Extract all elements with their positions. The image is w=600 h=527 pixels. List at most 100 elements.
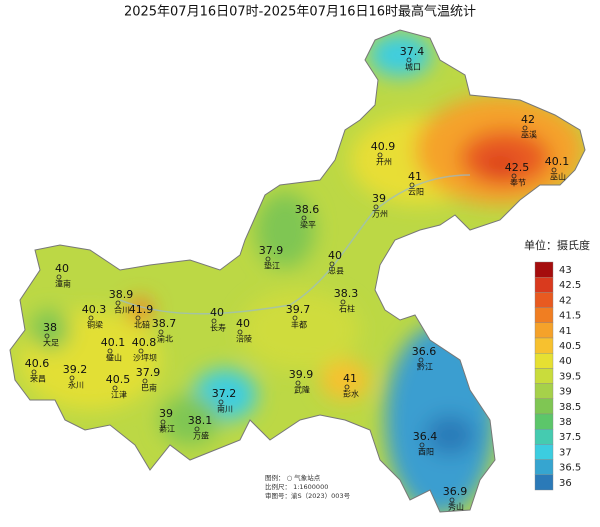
legend-label: 38 xyxy=(559,417,572,428)
station-value: 36.9 xyxy=(443,485,468,498)
station-dot xyxy=(160,419,166,425)
station-name: 云阳 xyxy=(408,188,424,197)
legend-label: 37 xyxy=(559,447,572,458)
station-dot xyxy=(449,497,455,503)
legend-swatch xyxy=(534,444,554,460)
legend-swatch xyxy=(534,292,554,308)
station-dot xyxy=(237,329,243,335)
station-value: 40.6 xyxy=(25,357,50,370)
note: 审图号：渝S（2023）003号 xyxy=(265,491,351,500)
river xyxy=(119,174,471,315)
station-value: 38.9 xyxy=(109,288,134,301)
station-dot xyxy=(522,125,528,131)
station-value: 37.4 xyxy=(400,45,425,58)
station-name: 丰都 xyxy=(291,320,307,330)
station-value: 40 xyxy=(55,262,69,275)
station-name: 开州 xyxy=(376,158,392,167)
note: 图例： ○ 气象站点 xyxy=(265,473,321,482)
legend-label: 42 xyxy=(559,295,572,306)
legend-label: 43 xyxy=(559,265,572,276)
station-name: 黔江 xyxy=(417,362,433,372)
station-dot xyxy=(31,369,37,375)
station-name: 垫江 xyxy=(264,261,280,271)
legend-swatch xyxy=(534,383,554,400)
title: 2025年07月16日07时-2025年07月16日16时最高气温统计 xyxy=(124,4,476,20)
station-name: 璧山 xyxy=(106,353,122,363)
station-name: 石柱 xyxy=(339,304,355,314)
station-dot xyxy=(340,299,346,305)
station-value: 40.3 xyxy=(82,303,107,316)
station-name: 巴南 xyxy=(141,383,157,393)
station-value: 38.6 xyxy=(295,203,320,216)
legend-swatch xyxy=(534,474,554,491)
station-value: 40 xyxy=(328,249,342,262)
station-name: 巫山 xyxy=(550,172,566,182)
station-dot xyxy=(292,315,298,321)
stations: 37.4 城口 42 巫溪 40.9 开州 40.1 巫山 41 云阳 42.5 奉节 39 万州 38.6… xyxy=(25,45,570,512)
station-dot xyxy=(511,173,517,179)
station-name: 沙坪坝 xyxy=(133,354,157,363)
legend-label: 39.5 xyxy=(559,371,581,382)
station-name: 南川 xyxy=(217,404,233,414)
station-dot xyxy=(158,329,164,335)
station-value: 41 xyxy=(343,372,357,385)
station-dot xyxy=(138,348,144,354)
station-value: 38.1 xyxy=(188,414,213,427)
station-name: 江津 xyxy=(111,390,127,400)
station-value: 36.6 xyxy=(412,345,437,358)
legend-label: 40 xyxy=(559,356,572,367)
station-dot xyxy=(142,378,148,384)
legend-label: 39 xyxy=(559,387,572,398)
station-dot xyxy=(344,384,350,390)
legend-swatch xyxy=(534,307,554,324)
station-name: 彭水 xyxy=(343,389,359,399)
station-name: 长寿 xyxy=(210,323,226,333)
station-name: 潼南 xyxy=(55,279,71,289)
station-dot xyxy=(377,152,383,158)
station-name: 北碚 xyxy=(134,320,150,330)
station-value: 39.7 xyxy=(286,303,311,316)
station-value: 39.9 xyxy=(289,368,314,381)
station-name: 奉节 xyxy=(510,178,526,188)
station-dot xyxy=(218,399,224,405)
station-name: 永川 xyxy=(68,380,84,390)
station-name: 合川 xyxy=(114,305,130,315)
station-value: 40 xyxy=(210,306,224,319)
station-name: 渝北 xyxy=(157,334,173,344)
station-dot xyxy=(265,256,271,262)
station-dot xyxy=(295,380,301,386)
note: 比例尺： 1:1600000 xyxy=(265,482,328,491)
legend-swatch xyxy=(534,322,554,339)
station-dot xyxy=(419,442,425,448)
station-dot xyxy=(107,348,113,354)
station-dot xyxy=(194,426,200,432)
station-value: 37.9 xyxy=(259,244,284,257)
station-dot xyxy=(551,167,557,173)
station-value: 40.9 xyxy=(371,140,396,153)
legend-label: 36.5 xyxy=(559,463,581,474)
station-dot xyxy=(409,182,415,188)
station-value: 41 xyxy=(408,170,422,183)
station-name: 梁平 xyxy=(300,221,316,230)
station-value: 40 xyxy=(236,317,250,330)
station-dot xyxy=(44,333,50,339)
station-name: 万州 xyxy=(372,210,388,219)
station-value: 37.2 xyxy=(212,387,237,400)
station-value: 40.5 xyxy=(106,373,131,386)
legend-swatch xyxy=(534,368,554,384)
station-value: 42 xyxy=(521,113,535,126)
legend-label: 42.5 xyxy=(559,280,581,291)
station-dot xyxy=(211,318,217,324)
station-dot xyxy=(329,261,335,267)
legend-swatch xyxy=(534,429,554,445)
station-value: 41.9 xyxy=(129,303,154,316)
station-value: 40.1 xyxy=(101,336,126,349)
station-name: 万盛 xyxy=(193,431,209,441)
legend-label: 41.5 xyxy=(559,311,581,322)
station-dot xyxy=(112,385,118,391)
legend-swatch xyxy=(534,413,554,430)
legend-swatch xyxy=(534,261,554,278)
legend-label: 41 xyxy=(559,326,572,337)
